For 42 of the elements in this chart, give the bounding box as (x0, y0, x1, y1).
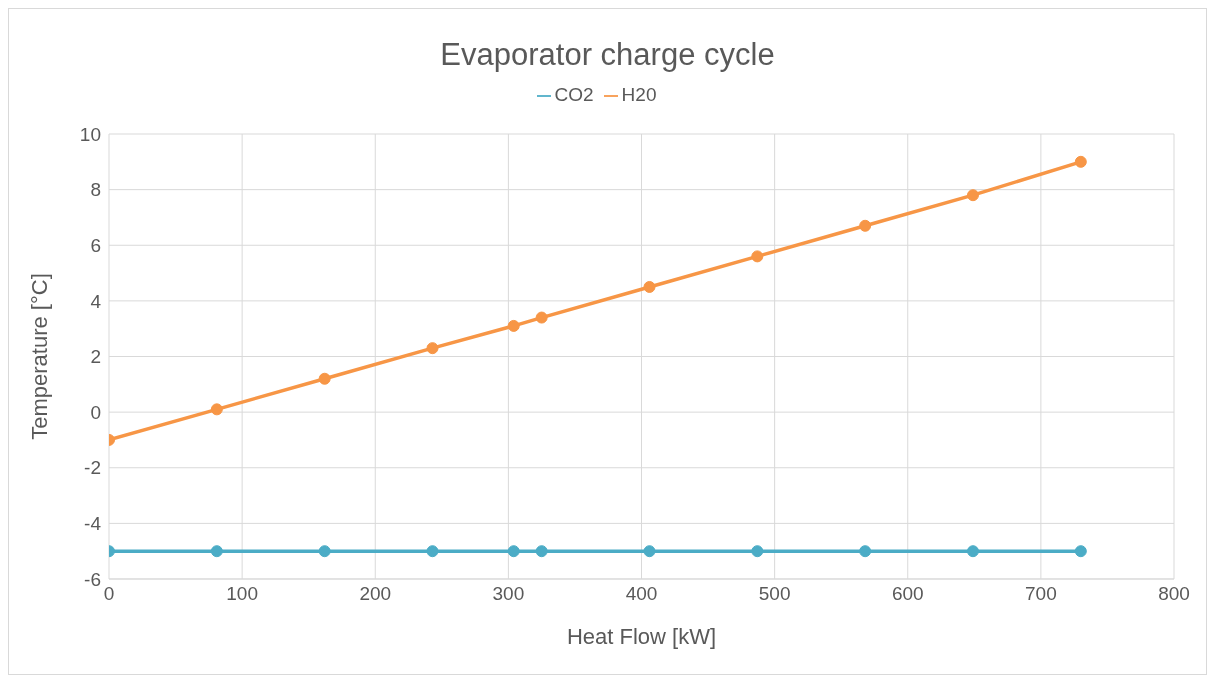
x-tick-label: 700 (1025, 583, 1057, 605)
y-tick-label: 6 (90, 234, 101, 256)
point (507, 545, 520, 558)
point (535, 311, 548, 324)
point (751, 250, 764, 263)
y-tick-label: 4 (90, 290, 102, 312)
y-tick-label: 8 (90, 179, 101, 201)
point (426, 342, 439, 355)
point (859, 219, 872, 232)
point (751, 545, 764, 558)
point (966, 545, 979, 558)
point (210, 403, 223, 416)
x-tick-label: 800 (1158, 583, 1190, 605)
legend-label: CO2 (554, 84, 594, 105)
legend-label: H20 (621, 84, 657, 105)
y-tick-label: 0 (90, 401, 101, 423)
y-tick-label: -4 (84, 513, 102, 535)
point (210, 545, 223, 558)
point (507, 319, 520, 332)
point (1074, 545, 1087, 558)
chart-title: Evaporator charge cycle (439, 36, 776, 74)
x-tick-label: 200 (359, 583, 392, 605)
y-tick-label: -2 (84, 457, 101, 479)
x-axis-title: Heat Flow [kW] (566, 624, 717, 649)
point (318, 372, 331, 385)
point (966, 189, 979, 202)
y-axis-title: Temperature [°C] (26, 273, 52, 440)
point (859, 545, 872, 558)
x-tick-label: 600 (891, 583, 924, 605)
y-tick-label: -6 (84, 568, 101, 590)
point (426, 545, 439, 558)
y-tick-label: 2 (90, 346, 101, 368)
y-tick-label: 10 (79, 123, 101, 145)
x-tick-label: 100 (226, 583, 258, 605)
x-tick-label: 300 (492, 583, 525, 605)
point (643, 280, 656, 293)
x-tick-label: 400 (625, 583, 658, 605)
point (535, 545, 548, 558)
point (1074, 155, 1087, 168)
point (318, 545, 331, 558)
x-tick-label: 500 (758, 583, 791, 605)
point (643, 545, 656, 558)
